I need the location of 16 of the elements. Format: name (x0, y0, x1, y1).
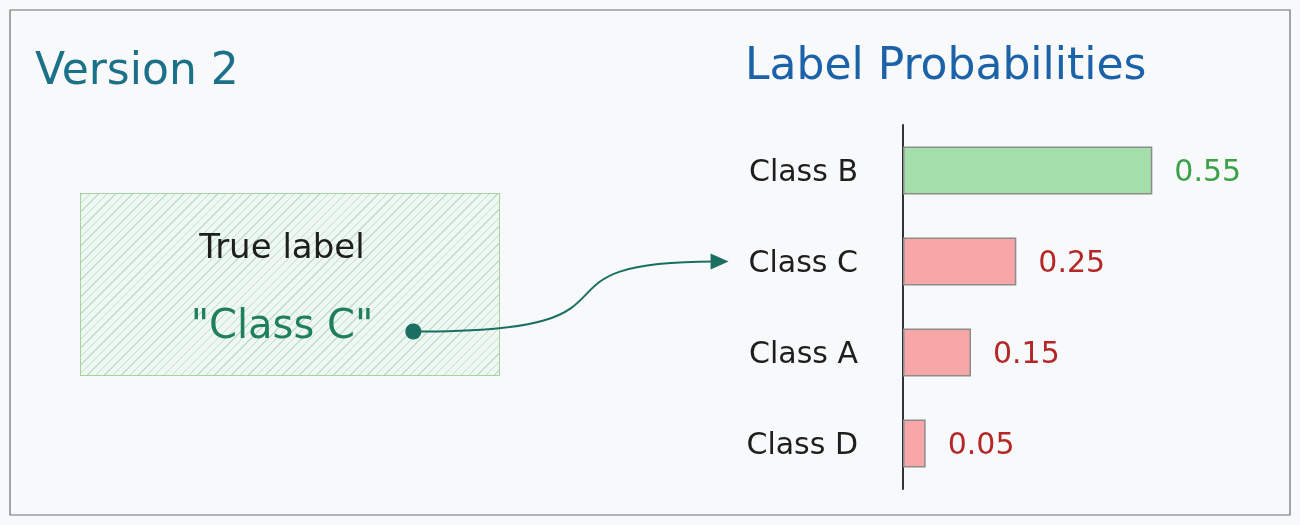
y-tick-label: Class A (749, 335, 859, 370)
chart-title: Label Probabilities (745, 37, 1147, 89)
data-label: 0.55 (1174, 153, 1242, 188)
y-tick-label: Class B (748, 153, 858, 188)
y-tick-label: Class D (746, 426, 858, 461)
data-label: 0.05 (947, 426, 1015, 461)
y-tick-label: Class C (748, 244, 858, 279)
bar (903, 419, 926, 468)
bar (903, 237, 1017, 286)
bar (903, 146, 1153, 195)
text: "Class C" (190, 300, 374, 347)
data-label: 0.15 (993, 335, 1060, 370)
text: True label (198, 225, 365, 266)
bar (903, 328, 971, 377)
text: Version 2 (35, 42, 239, 94)
data-label: 0.25 (1038, 244, 1106, 279)
